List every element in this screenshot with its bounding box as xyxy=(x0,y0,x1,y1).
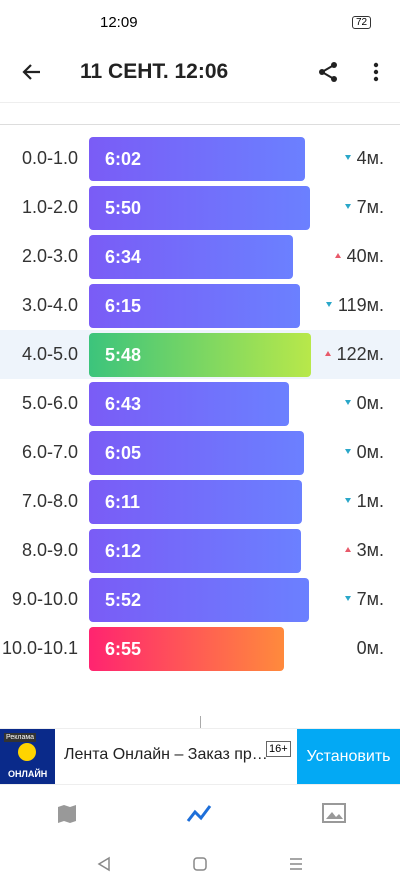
split-range: 0.0-1.0 xyxy=(21,148,78,168)
trend-arrow xyxy=(344,155,351,160)
split-range: 9.0-10.0 xyxy=(11,589,78,609)
elevation: 0м. xyxy=(356,638,384,658)
elevation: 7м. xyxy=(356,589,384,609)
nav-recent[interactable] xyxy=(288,856,304,872)
split-row: 4.0-5.0 5:48 122м. xyxy=(0,330,400,379)
pace-bar: 6:11 xyxy=(89,480,302,524)
elevation: 40м. xyxy=(346,246,384,266)
trend-arrow xyxy=(344,498,351,503)
split-row: 8.0-9.0 6:12 3м. xyxy=(0,526,400,575)
elevation: 4м. xyxy=(356,148,384,168)
split-range: 3.0-4.0 xyxy=(21,295,78,315)
trend-arrow xyxy=(344,204,351,209)
back-button[interactable] xyxy=(20,60,44,84)
pace-label: 6:34 xyxy=(105,247,142,267)
trend-arrow xyxy=(324,351,331,356)
pace-label: 6:05 xyxy=(105,443,142,463)
elevation: 0м. xyxy=(356,442,384,462)
pace-label: 6:11 xyxy=(105,492,141,512)
split-row: 2.0-3.0 6:34 40м. xyxy=(0,232,400,281)
divider xyxy=(0,124,400,125)
pace-label: 5:50 xyxy=(105,198,142,218)
pace-label: 6:15 xyxy=(105,296,142,316)
photo-tab[interactable] xyxy=(322,803,346,823)
elevation: 1м. xyxy=(356,491,384,511)
pace-bar: 6:05 xyxy=(89,431,305,475)
split-range: 10.0-10.1 xyxy=(1,638,78,658)
map-tab[interactable] xyxy=(56,803,78,825)
split-row: 9.0-10.0 5:52 7м. xyxy=(0,575,400,624)
clock: 12:09 xyxy=(100,14,138,31)
ad-text: Лента Онлайн – Заказ пр… xyxy=(64,746,268,763)
pace-label: 5:48 xyxy=(105,345,142,365)
elevation: 0м. xyxy=(356,393,384,413)
age-rating: 16+ xyxy=(266,741,291,757)
split-range: 8.0-9.0 xyxy=(21,540,78,560)
pace-label: 5:52 xyxy=(105,590,142,610)
split-range: 6.0-7.0 xyxy=(21,442,78,462)
battery: 72 xyxy=(352,16,372,29)
ad-brand: ОНЛАЙН xyxy=(8,769,48,779)
split-row: 7.0-8.0 6:11 1м. xyxy=(0,477,400,526)
trend-arrow xyxy=(344,596,351,601)
pace-bar: 6:55 xyxy=(89,627,285,671)
pace-bar: 5:52 xyxy=(89,578,310,622)
split-row: 3.0-4.0 6:15 119м. xyxy=(0,281,400,330)
chart-tab[interactable] xyxy=(186,803,214,825)
install-button[interactable]: Установить xyxy=(297,729,400,785)
system-nav xyxy=(0,840,400,889)
trend-arrow xyxy=(344,547,351,552)
pace-bar: 6:15 xyxy=(89,284,301,328)
elevation: 7м. xyxy=(356,197,384,217)
elevation: 122м. xyxy=(336,344,384,364)
share-button[interactable] xyxy=(316,60,340,84)
split-range: 4.0-5.0 xyxy=(21,344,78,364)
pace-bar: 6:43 xyxy=(89,382,289,426)
pace-bar: 6:12 xyxy=(89,529,302,573)
split-range: 5.0-6.0 xyxy=(21,393,78,413)
pace-bar: 6:34 xyxy=(89,235,293,279)
split-range: 2.0-3.0 xyxy=(21,246,78,266)
status-bar: 12:09 72 xyxy=(0,0,400,44)
split-row: 6.0-7.0 6:05 0м. xyxy=(0,428,400,477)
ad-banner[interactable]: Реклама ОНЛАЙН Лента Онлайн – Заказ пр… … xyxy=(0,728,400,785)
pace-label: 6:43 xyxy=(105,394,142,414)
nav-back[interactable] xyxy=(96,856,112,872)
split-range: 7.0-8.0 xyxy=(21,491,78,511)
split-row: 5.0-6.0 6:43 0м. xyxy=(0,379,400,428)
elevation: 119м. xyxy=(337,295,384,315)
pace-label: 6:12 xyxy=(105,541,142,561)
nav-home[interactable] xyxy=(192,856,208,872)
logo-icon xyxy=(18,743,36,761)
trend-arrow xyxy=(334,253,341,258)
ad-logo: Реклама ОНЛАЙН xyxy=(0,729,55,785)
trend-arrow xyxy=(344,400,351,405)
ad-badge: Реклама xyxy=(4,733,37,742)
elevation: 3м. xyxy=(356,540,384,560)
pace-bar: 6:02 xyxy=(89,137,306,181)
trend-arrow xyxy=(344,449,351,454)
pace-label: 6:55 xyxy=(105,639,142,659)
pace-bar: 5:50 xyxy=(89,186,311,230)
pace-label: 6:02 xyxy=(105,149,142,169)
title: 11 СЕНТ. 12:06 xyxy=(80,60,229,83)
bottom-nav xyxy=(0,784,400,841)
app-bar: 11 СЕНТ. 12:06 xyxy=(0,44,400,103)
more-button[interactable] xyxy=(364,60,388,84)
trend-arrow xyxy=(325,302,332,307)
split-row: 10.0-10.1 6:55 0м. xyxy=(0,624,400,673)
split-range: 1.0-2.0 xyxy=(21,197,78,217)
split-row: 1.0-2.0 5:50 7м. xyxy=(0,183,400,232)
divider xyxy=(200,716,201,728)
split-row: 0.0-1.0 6:02 4м. xyxy=(0,134,400,183)
pace-bar: 5:48 xyxy=(89,333,311,377)
